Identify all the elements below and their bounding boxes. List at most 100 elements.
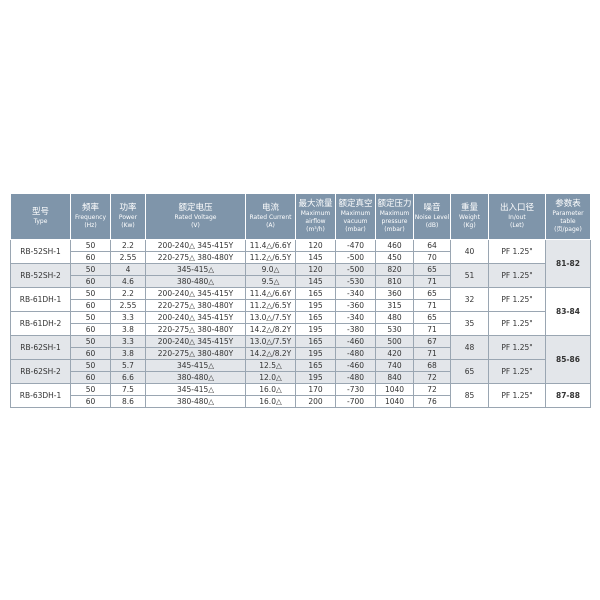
model-type: RB-62SH-1 xyxy=(10,335,71,360)
header-text: 出入口径 xyxy=(499,203,534,213)
data-cell: 165 xyxy=(295,359,336,372)
table-body: RB-52SH-1 50 2.2 200-240△ 345-415Y 11.4△/6.6… xyxy=(10,239,591,408)
data-cell: 50 xyxy=(70,239,111,252)
page-ref: 83-84 xyxy=(545,287,591,336)
data-cell: 3.8 xyxy=(110,323,146,336)
data-cell: -340 xyxy=(335,311,376,324)
header-text: Maximum xyxy=(300,210,331,217)
header-cell: 参数表 Parameter table (页/page) xyxy=(545,193,591,240)
model-type: RB-63DH-1 xyxy=(10,383,71,408)
data-cell: 72 xyxy=(413,383,451,396)
data-cell: -360 xyxy=(335,299,376,312)
data-cell: -460 xyxy=(335,359,376,372)
data-cell: -480 xyxy=(335,347,376,360)
data-cell: 71 xyxy=(413,347,451,360)
data-row: RB-52SH-2 50 4 345-415△ 9.0△ 120 -500 820 65 51 PF… xyxy=(10,263,591,288)
page-ref: 85-86 xyxy=(545,335,591,384)
data-cell: 2.2 xyxy=(110,287,146,300)
header-text: (Let) xyxy=(510,222,524,229)
data-cell: 9.5△ xyxy=(245,275,296,288)
data-cell: 60 xyxy=(70,347,111,360)
header-row: 型号 Type 频率 Frequency (Hz) 功率 Power (Kw) 额定电压 Rate… xyxy=(10,193,591,240)
data-cell: 11.2△/6.5Y xyxy=(245,251,296,264)
data-cell: -340 xyxy=(335,287,376,300)
data-cell: 12.0△ xyxy=(245,371,296,384)
data-cell: 71 xyxy=(413,275,451,288)
data-cell: -500 xyxy=(335,263,376,276)
data-cell: 360 xyxy=(375,287,414,300)
data-cell: 50 xyxy=(70,383,111,396)
header-cell: 最大流量 Maximum airflow (m³/h) xyxy=(295,193,336,240)
data-cell: 6.6 xyxy=(110,371,146,384)
header-cell: 型号 Type xyxy=(10,193,71,240)
data-cell: 8.6 xyxy=(110,395,146,408)
model-type: RB-52SH-2 xyxy=(10,263,71,288)
header-text: Power xyxy=(118,214,138,221)
data-cell: 810 xyxy=(375,275,414,288)
weight: 40 xyxy=(450,239,489,264)
data-cell: 165 xyxy=(295,311,336,324)
header-text: 参数表 xyxy=(555,199,581,209)
data-cell: 195 xyxy=(295,323,336,336)
data-cell: 60 xyxy=(70,275,111,288)
data-cell: 60 xyxy=(70,251,111,264)
data-cell: 165 xyxy=(295,287,336,300)
data-cell: 3.3 xyxy=(110,311,146,324)
data-cell: 345-415△ xyxy=(145,359,246,372)
data-cell: 60 xyxy=(70,395,111,408)
port: PF 1.25" xyxy=(488,383,546,408)
data-cell: 68 xyxy=(413,359,451,372)
data-cell: 50 xyxy=(70,287,111,300)
data-cell: 50 xyxy=(70,311,111,324)
header-text: In/out xyxy=(508,214,526,221)
header-text: Rated Voltage xyxy=(174,214,217,221)
data-cell: 220-275△ 380-480Y xyxy=(145,299,246,312)
data-row: RB-62SH-2 50 5.7 345-415△ 12.5△ 165 -460 740 68 6… xyxy=(10,359,591,384)
data-cell: 120 xyxy=(295,263,336,276)
data-cell: 220-275△ 380-480Y xyxy=(145,323,246,336)
data-cell: 71 xyxy=(413,323,451,336)
model-type: RB-61DH-2 xyxy=(10,311,71,336)
header-text: pressure xyxy=(381,218,408,225)
model-type: RB-52SH-1 xyxy=(10,239,71,264)
weight: 51 xyxy=(450,263,489,288)
header-text: 额定真空 xyxy=(338,199,373,209)
data-cell: 76 xyxy=(413,395,451,408)
data-cell: 60 xyxy=(70,323,111,336)
header-text: Maximum xyxy=(379,210,410,217)
data-row: 60 8.6 380-480△ 16.0△ 200 -700 1040 76 xyxy=(11,395,591,408)
data-cell: 13.0△/7.5Y xyxy=(245,335,296,348)
data-cell: -460 xyxy=(335,335,376,348)
data-cell: 65 xyxy=(413,263,451,276)
data-cell: 170 xyxy=(295,383,336,396)
port: PF 1.25" xyxy=(488,263,546,288)
data-cell: 50 xyxy=(70,263,111,276)
data-cell: 200-240△ 345-415Y xyxy=(145,287,246,300)
header-cell: 额定电压 Rated Voltage (V) xyxy=(145,193,246,240)
port: PF 1.25" xyxy=(488,239,546,264)
data-row: RB-61DH-1 50 2.2 200-240△ 345-415Y 11.4△/6.6… xyxy=(10,287,591,336)
header-text: 噪音 xyxy=(423,203,441,213)
header-text: (V) xyxy=(191,222,200,229)
data-cell: -500 xyxy=(335,251,376,264)
data-cell: 530 xyxy=(375,323,414,336)
data-cell: 1040 xyxy=(375,395,414,408)
model-type: RB-62SH-2 xyxy=(10,359,71,384)
weight: 35 xyxy=(450,311,489,336)
header-text: 额定电压 xyxy=(178,203,213,213)
header-text: (m³/h) xyxy=(306,226,325,233)
weight: 32 xyxy=(450,287,489,312)
data-cell: 2.55 xyxy=(110,299,146,312)
data-cell: 195 xyxy=(295,299,336,312)
header-cell: 频率 Frequency (Hz) xyxy=(70,193,111,240)
data-row: RB-63DH-1 50 7.5 345-415△ 16.0△ 170 -730 1040 72… xyxy=(10,383,591,408)
data-cell: 11.2△/6.5Y xyxy=(245,299,296,312)
header-text: Type xyxy=(33,218,48,225)
data-cell: 380-480△ xyxy=(145,275,246,288)
data-cell: 14.2△/8.2Y xyxy=(245,323,296,336)
header-cell: 额定压力 Maximum pressure (mbar) xyxy=(375,193,414,240)
header-text: Frequency xyxy=(75,214,106,221)
data-row: RB-62SH-1 50 3.3 200-240△ 345-415Y 13.0△/7.5… xyxy=(10,335,591,384)
data-cell: 840 xyxy=(375,371,414,384)
header-text: Weight xyxy=(459,214,480,221)
